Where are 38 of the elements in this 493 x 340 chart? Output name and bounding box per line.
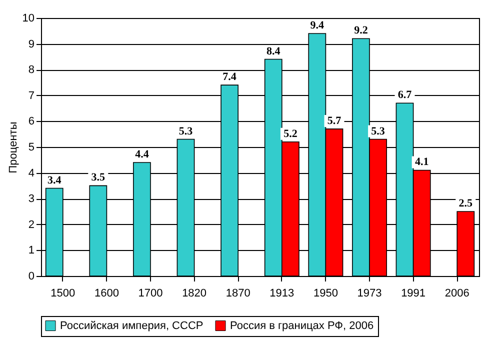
data-label: 7.4 xyxy=(222,71,237,84)
x-tick-label: 1973 xyxy=(357,288,382,300)
y-tick-label: 4 xyxy=(28,167,34,180)
x-tick-label: 1870 xyxy=(226,288,250,300)
data-label: 4.1 xyxy=(414,156,429,168)
x-tick-label: 1820 xyxy=(182,288,207,300)
data-label: 9.4 xyxy=(310,19,325,32)
y-tick-label: 6 xyxy=(28,116,34,128)
x-tick-label: 1913 xyxy=(270,288,294,300)
data-label: 3.5 xyxy=(91,172,106,184)
x-tick-label: 1500 xyxy=(50,288,76,300)
data-label: 2.5 xyxy=(458,198,474,210)
y-axis-title: Проценты xyxy=(7,122,20,174)
data-label: 4.4 xyxy=(135,148,150,160)
y-tick-label: 9 xyxy=(28,38,34,50)
legend-label: Российская империя, СССР xyxy=(60,320,204,332)
y-tick-label: 0 xyxy=(28,270,34,282)
data-label: 9.2 xyxy=(354,24,368,37)
y-tick-label: 8 xyxy=(28,64,34,76)
x-tick-label: 1950 xyxy=(313,288,338,300)
y-tick-label: 2 xyxy=(28,218,34,231)
x-tick-label: 1600 xyxy=(94,288,119,300)
data-label: 6.7 xyxy=(398,89,412,102)
legend-label: Россия в границах РФ, 2006 xyxy=(230,320,374,332)
y-tick-label: 7 xyxy=(28,90,34,102)
data-label: 3.4 xyxy=(47,174,62,186)
y-tick-label: 5 xyxy=(28,142,34,154)
y-tick-label: 10 xyxy=(22,12,34,24)
data-label: 8.4 xyxy=(266,45,281,58)
data-label: 5.3 xyxy=(178,125,194,138)
x-tick-label: 1700 xyxy=(138,288,163,300)
y-tick-label: 3 xyxy=(28,193,34,206)
y-tick-label: 1 xyxy=(28,244,34,257)
x-tick-label: 2006 xyxy=(444,288,470,300)
data-label: 5.7 xyxy=(327,114,342,127)
data-label: 5.3 xyxy=(371,125,386,138)
data-label: 5.2 xyxy=(284,128,298,140)
x-tick-label: 1991 xyxy=(401,288,426,300)
